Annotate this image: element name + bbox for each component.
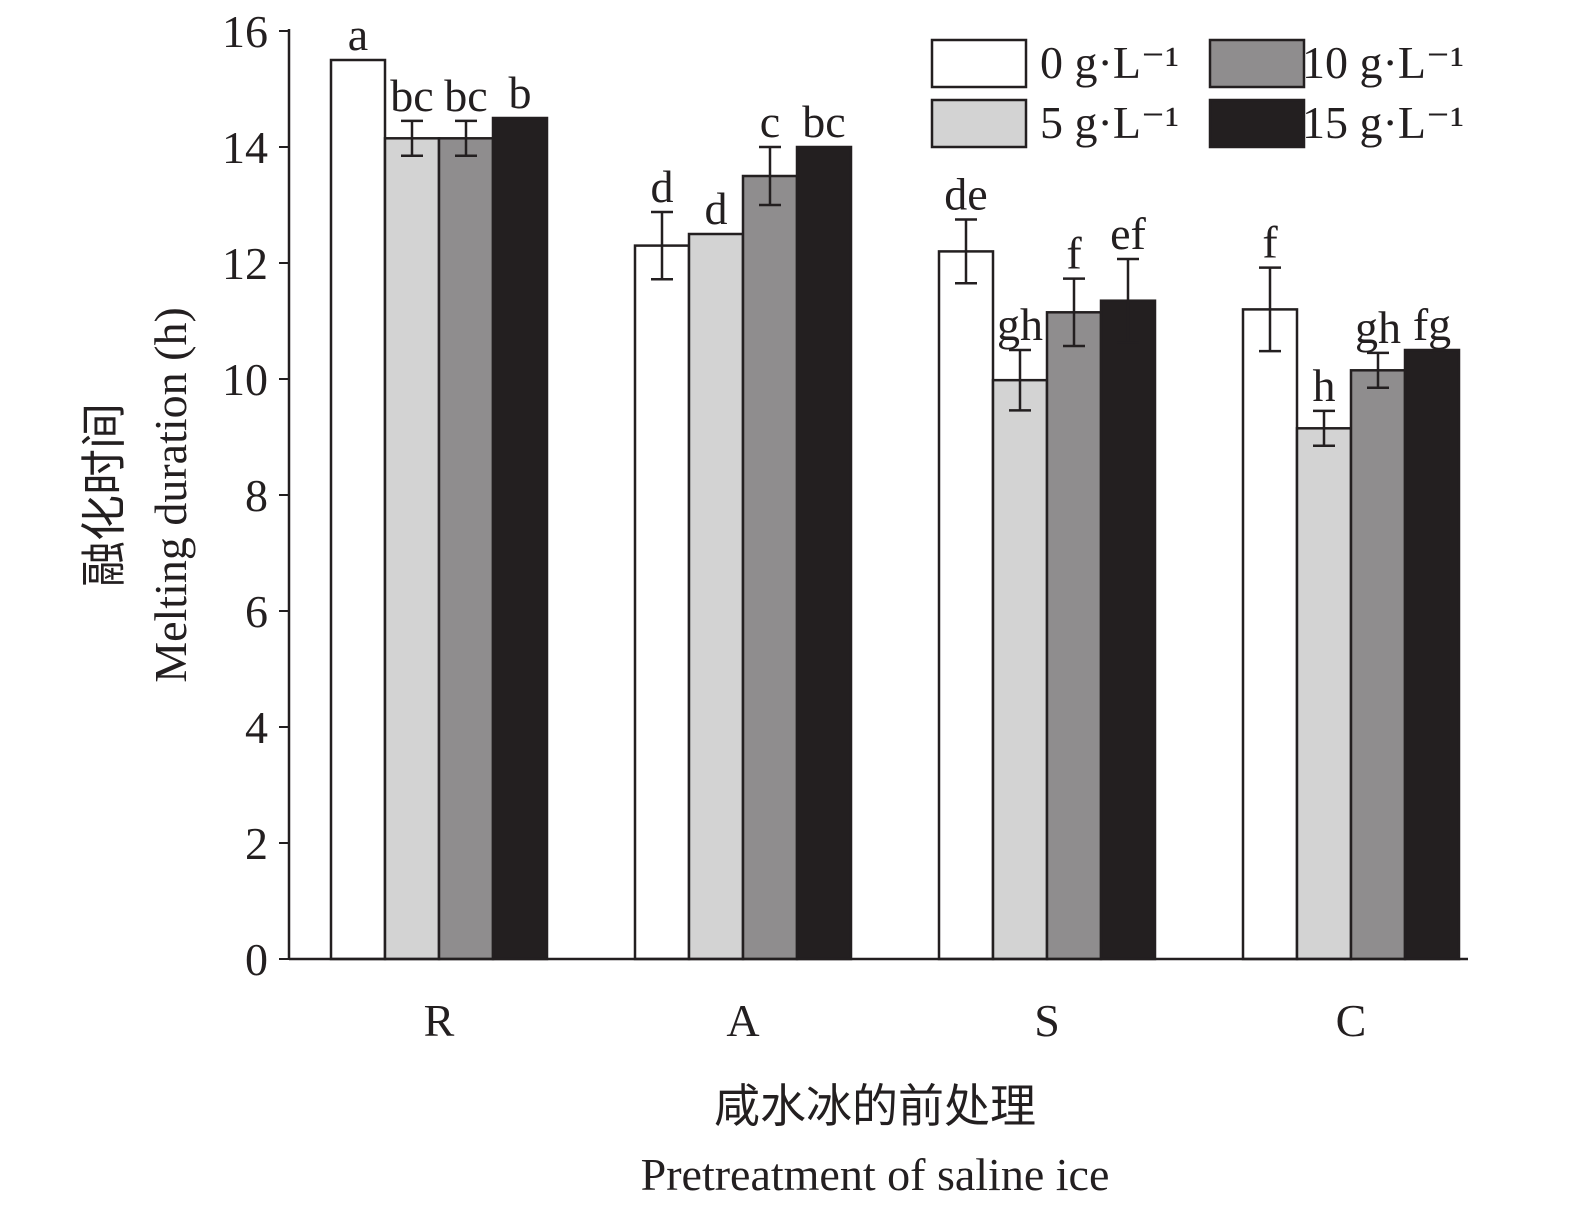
significance-letter: gh	[997, 299, 1043, 350]
bar	[1403, 348, 1461, 961]
error-bar	[455, 119, 477, 157]
error-bar	[1117, 257, 1139, 344]
significance-letter: gh	[1355, 302, 1401, 353]
error-bar	[1259, 266, 1281, 353]
error-bar	[955, 218, 977, 285]
bar	[1099, 299, 1157, 961]
x-tick-label: A	[726, 995, 759, 1046]
error-bar	[651, 210, 673, 281]
legend-swatch	[1208, 38, 1306, 89]
bar	[1295, 427, 1353, 961]
significance-letter: d	[705, 183, 728, 234]
bar	[687, 232, 745, 961]
bar	[633, 244, 691, 961]
bar	[937, 250, 995, 961]
legend-label: 5 g·L⁻¹	[1040, 97, 1179, 148]
legend-label: 15 g·L⁻¹	[1302, 97, 1464, 148]
x-tick-label: S	[1034, 995, 1060, 1046]
bar	[795, 145, 853, 961]
significance-letter: bc	[444, 70, 487, 121]
y-tick-label: 6	[245, 586, 268, 637]
significance-letter: fg	[1413, 299, 1451, 350]
y-tick-label: 0	[245, 934, 268, 985]
significance-letter: h	[1313, 360, 1336, 411]
y-tick-label: 4	[245, 702, 268, 753]
bar	[491, 116, 549, 961]
legend-label: 10 g·L⁻¹	[1302, 37, 1464, 88]
y-tick-label: 16	[222, 6, 268, 57]
significance-letter: f	[1066, 228, 1082, 279]
y-axis-label: 融化时间	[79, 403, 130, 587]
error-bar	[1063, 277, 1085, 348]
significance-letter: d	[651, 161, 674, 212]
bar	[1241, 308, 1299, 961]
x-axis-label: Pretreatment of saline ice	[641, 1149, 1110, 1200]
error-bar	[759, 145, 781, 207]
significance-letter: b	[509, 67, 532, 118]
y-tick-label: 12	[222, 238, 268, 289]
legend-label: 0 g·L⁻¹	[1040, 37, 1179, 88]
error-bar	[1009, 348, 1031, 412]
significance-letter: de	[944, 169, 987, 220]
significance-letter: a	[348, 9, 368, 60]
y-tick-label: 2	[245, 818, 268, 869]
bar	[383, 137, 441, 961]
bar	[1045, 311, 1103, 961]
legend-swatch	[1208, 98, 1306, 149]
significance-letter: bc	[802, 96, 845, 147]
bar	[329, 58, 387, 961]
error-bar	[1367, 351, 1389, 389]
error-bar	[401, 119, 423, 157]
x-tick-label: R	[424, 995, 455, 1046]
significance-letter: f	[1262, 217, 1278, 268]
legend-swatch	[930, 98, 1028, 149]
y-tick-label: 14	[222, 122, 268, 173]
significance-letter: c	[760, 96, 780, 147]
bar	[437, 137, 495, 961]
significance-letter: bc	[390, 70, 433, 121]
legend-swatch	[930, 38, 1028, 89]
y-tick-label: 10	[222, 354, 268, 405]
significance-letter: ef	[1110, 208, 1146, 259]
x-tick-label: C	[1336, 995, 1367, 1046]
error-bar	[1313, 409, 1335, 447]
bar	[741, 174, 799, 961]
y-axis-label: Melting duration (h)	[145, 307, 196, 683]
x-axis-label: 咸水冰的前处理	[714, 1081, 1036, 1132]
y-tick-label: 8	[245, 470, 268, 521]
bar	[991, 378, 1049, 961]
bar	[1349, 369, 1407, 961]
